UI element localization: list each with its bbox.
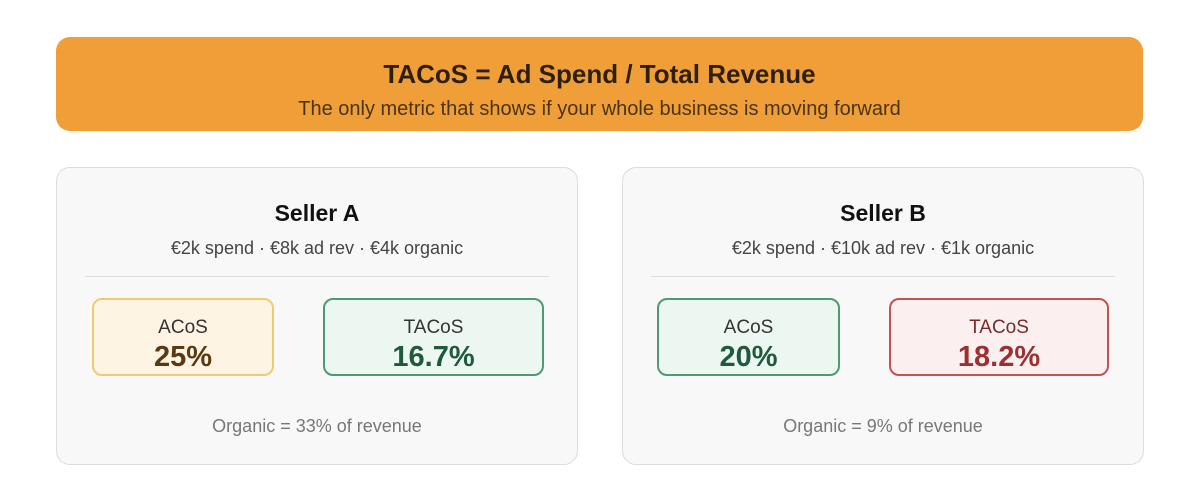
metric-label: TACoS — [403, 317, 464, 338]
metric-box: ACoS 20% — [657, 298, 840, 376]
card-details: €2k spend · €8k ad rev · €4k organic — [170, 238, 464, 258]
metric-value: 16.7% — [392, 341, 475, 373]
seller-card: Seller A €2k spend · €8k ad rev · €4k or… — [56, 167, 578, 465]
metric-box: ACoS 25% — [92, 298, 274, 376]
metric-label: ACoS — [158, 317, 208, 338]
card-title: Seller A — [274, 200, 360, 226]
card-note: Organic = 33% of revenue — [212, 416, 422, 436]
metric-box: TACoS 16.7% — [323, 298, 544, 376]
divider — [85, 276, 549, 277]
divider — [651, 276, 1115, 277]
metric-label: ACoS — [723, 317, 774, 338]
header: TACoS = Ad Spend / Total Revenue The onl… — [56, 37, 1143, 131]
metric-label: TACoS — [969, 317, 1029, 338]
metric-value: 18.2% — [957, 341, 1041, 373]
metric-box: TACoS 18.2% — [889, 298, 1109, 376]
metric-value: 20% — [719, 341, 778, 373]
header-title: TACoS = Ad Spend / Total Revenue — [383, 59, 816, 89]
card-note: Organic = 9% of revenue — [783, 416, 983, 436]
header-subtitle: The only metric that shows if your whole… — [298, 98, 901, 120]
metric-value: 25% — [153, 341, 213, 373]
card-details: €2k spend · €10k ad rev · €1k organic — [731, 238, 1035, 258]
seller-card: Seller B €2k spend · €10k ad rev · €1k o… — [622, 167, 1144, 465]
card-title: Seller B — [840, 200, 926, 226]
